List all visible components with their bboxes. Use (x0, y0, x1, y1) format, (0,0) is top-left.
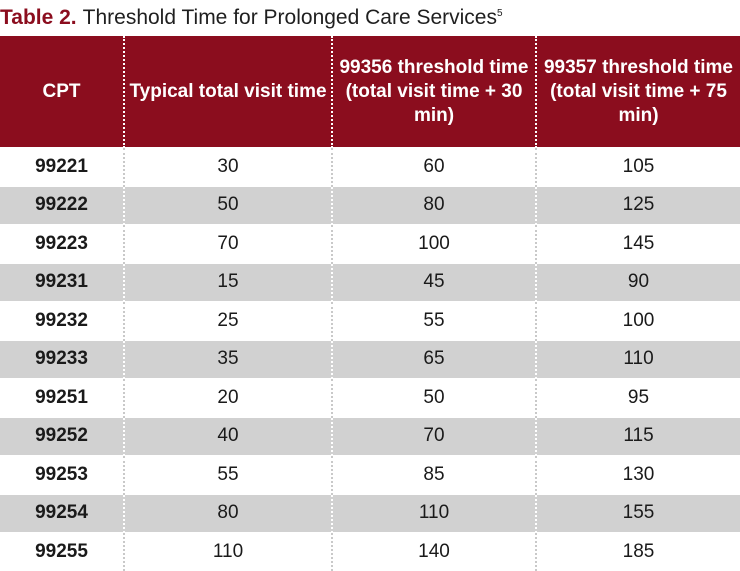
threshold-99357-cell: 130 (535, 455, 740, 494)
table-row: 99233 35 65 110 (0, 339, 740, 379)
typical-time-cell: 25 (123, 301, 332, 340)
cpt-code-cell: 99255 (0, 532, 124, 571)
cpt-code-cell: 99222 (0, 185, 124, 225)
threshold-99357-cell: 145 (535, 224, 740, 263)
table-row: 99221 30 60 105 (0, 147, 740, 186)
header-99356-threshold: 99356 threshold time (total visit time +… (331, 36, 536, 148)
threshold-time-table: CPT Typical total visit time 99356 thres… (0, 36, 740, 571)
table-body: 99221 30 60 105 99222 50 80 125 99223 70 100 145 992… (0, 147, 740, 571)
threshold-99356-cell: 100 (331, 224, 536, 263)
threshold-99357-cell: 155 (535, 493, 740, 533)
typical-time-cell: 110 (123, 532, 332, 571)
typical-time-cell: 40 (123, 416, 332, 456)
table-row: 99223 70 100 145 (0, 224, 740, 263)
table-row: 99251 20 50 95 (0, 378, 740, 417)
threshold-99356-cell: 60 (331, 147, 536, 186)
citation-superscript: 5 (497, 8, 503, 19)
table-row: 99254 80 110 155 (0, 493, 740, 533)
typical-time-cell: 55 (123, 455, 332, 494)
typical-time-cell: 15 (123, 262, 332, 302)
threshold-99356-cell: 55 (331, 301, 536, 340)
threshold-99356-cell: 50 (331, 378, 536, 417)
typical-time-cell: 80 (123, 493, 332, 533)
threshold-99357-cell: 90 (535, 262, 740, 302)
cpt-code-cell: 99221 (0, 147, 124, 186)
threshold-99356-cell: 85 (331, 455, 536, 494)
threshold-99357-cell: 110 (535, 339, 740, 379)
threshold-99357-cell: 105 (535, 147, 740, 186)
threshold-99357-cell: 100 (535, 301, 740, 340)
threshold-99356-cell: 70 (331, 416, 536, 456)
threshold-99356-cell: 110 (331, 493, 536, 533)
threshold-99356-cell: 45 (331, 262, 536, 302)
cpt-code-cell: 99231 (0, 262, 124, 302)
cpt-code-cell: 99233 (0, 339, 124, 379)
table-row: 99252 40 70 115 (0, 416, 740, 456)
cpt-code-cell: 99232 (0, 301, 124, 340)
header-typical-time: Typical total visit time (123, 36, 332, 148)
table-row: 99253 55 85 130 (0, 455, 740, 494)
cpt-code-cell: 99223 (0, 224, 124, 263)
cpt-code-cell: 99251 (0, 378, 124, 417)
cpt-code-cell: 99252 (0, 416, 124, 456)
table-row: 99255 110 140 185 (0, 532, 740, 571)
cpt-code-cell: 99253 (0, 455, 124, 494)
typical-time-cell: 35 (123, 339, 332, 379)
table-number-label: Table 2. (0, 6, 77, 29)
cpt-code-cell: 99254 (0, 493, 124, 533)
header-row: CPT Typical total visit time 99356 thres… (0, 36, 740, 148)
threshold-99356-cell: 65 (331, 339, 536, 379)
typical-time-cell: 20 (123, 378, 332, 417)
table-title-text: Threshold Time for Prolonged Care Servic… (83, 6, 503, 30)
typical-time-cell: 30 (123, 147, 332, 186)
typical-time-cell: 50 (123, 185, 332, 225)
threshold-99357-cell: 125 (535, 185, 740, 225)
threshold-99357-cell: 115 (535, 416, 740, 456)
threshold-99356-cell: 140 (331, 532, 536, 571)
typical-time-cell: 70 (123, 224, 332, 263)
threshold-99357-cell: 95 (535, 378, 740, 417)
header-99357-threshold: 99357 threshold time (total visit time +… (535, 36, 740, 148)
threshold-99356-cell: 80 (331, 185, 536, 225)
table-row: 99232 25 55 100 (0, 301, 740, 340)
header-cpt: CPT (0, 36, 124, 148)
table-title: Table 2. Threshold Time for Prolonged Ca… (0, 0, 740, 36)
table-title-main: Threshold Time for Prolonged Care Servic… (82, 6, 497, 29)
threshold-99357-cell: 185 (535, 532, 740, 571)
table-row: 99222 50 80 125 (0, 185, 740, 225)
table-row: 99231 15 45 90 (0, 262, 740, 302)
